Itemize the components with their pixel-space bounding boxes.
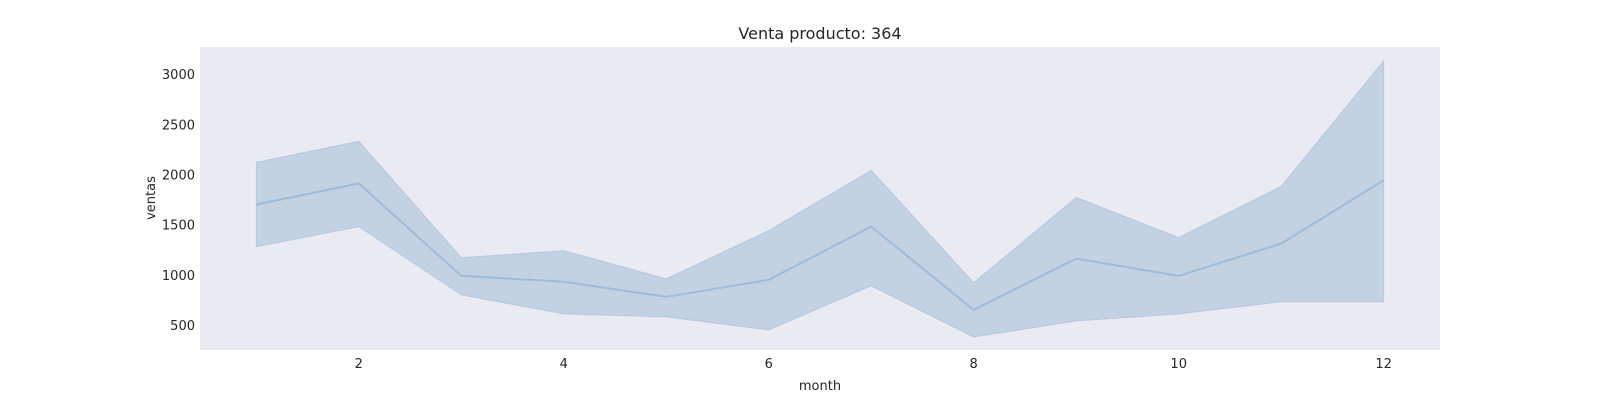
y-tick-label: 2000	[162, 168, 195, 183]
y-tick-label: 3000	[162, 68, 195, 83]
y-axis-ticks: 500 1000 1500 2000 2500 3000	[162, 68, 195, 334]
confidence-band	[255, 59, 1385, 338]
x-axis-ticks: 2 4 6 8 10 12	[355, 357, 1392, 372]
x-tick-label: 12	[1375, 357, 1392, 372]
y-tick-label: 2500	[162, 118, 195, 133]
y-tick-label: 1000	[162, 269, 195, 284]
x-tick-label: 4	[560, 357, 568, 372]
x-axis-label: month	[799, 379, 841, 394]
chart-title: Venta producto: 364	[738, 24, 901, 43]
x-tick-label: 6	[765, 357, 773, 372]
series-line	[256, 179, 1385, 312]
y-tick-label: 1500	[162, 219, 195, 234]
x-tick-label: 10	[1170, 357, 1187, 372]
x-tick-label: 8	[970, 357, 978, 372]
y-axis-label: ventas	[144, 176, 159, 220]
y-tick-label: 500	[170, 319, 195, 334]
x-tick-label: 2	[355, 357, 363, 372]
